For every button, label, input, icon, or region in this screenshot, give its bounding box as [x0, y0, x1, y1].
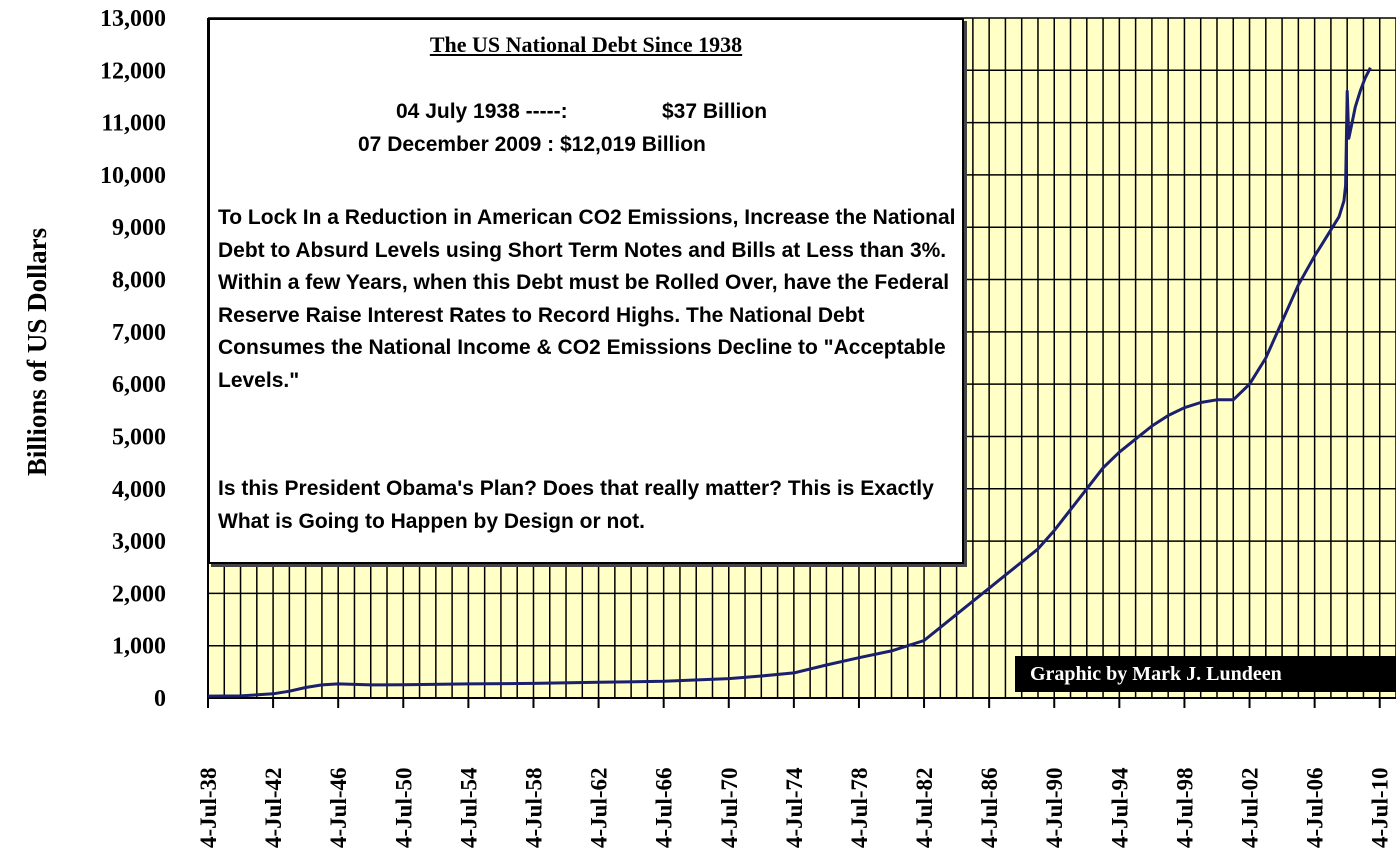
annotation-paragraph-2: Is this President Obama's Plan? Does tha… — [218, 477, 934, 533]
y-tick-label: 5,000 — [112, 424, 166, 450]
y-tick-label: 4,000 — [112, 477, 166, 503]
y-tick-label: 2,000 — [112, 581, 166, 607]
stat-1938-label: 04 July 1938 -----: — [396, 100, 568, 123]
y-axis-ticks: 0 1,000 2,000 3,000 4,000 5,000 6,000 7,000 8,00… — [100, 6, 166, 712]
y-tick-label: 11,000 — [101, 111, 166, 137]
x-tick-label: 4-Jul-54 — [456, 767, 481, 848]
series-line — [207, 67, 1372, 698]
y-tick-label: 9,000 — [112, 215, 166, 241]
x-tick-label: 4-Jul-70 — [717, 768, 742, 849]
y-axis-label: Billions of US Dollars — [22, 228, 52, 476]
annotation-paragraph-1: To Lock In a Reduction in American CO2 E… — [218, 206, 956, 392]
chart-title: The US National Debt Since 1938 — [429, 32, 743, 57]
x-tick-label: 4-Jul-86 — [977, 768, 1002, 848]
credit-badge: Graphic by Mark J. Lundeen — [1015, 656, 1396, 692]
x-tick-label: 4-Jul-42 — [261, 768, 286, 849]
y-tick-label: 7,000 — [112, 320, 166, 346]
y-tick-label: 3,000 — [112, 529, 166, 555]
x-tick-label: 4-Jul-98 — [1172, 768, 1197, 849]
y-tick-label: 10,000 — [100, 163, 166, 189]
x-tick-label: 4-Jul-62 — [587, 768, 612, 849]
x-tick-label: 4-Jul-94 — [1107, 767, 1132, 848]
x-tick-label: 4-Jul-06 — [1303, 768, 1328, 849]
annotation-box: The US National Debt Since 1938 04 July … — [208, 18, 964, 564]
x-tick-label: 4-Jul-78 — [847, 768, 872, 849]
x-tick-label: 4-Jul-74 — [782, 767, 807, 848]
x-tick-label: 4-Jul-38 — [196, 768, 221, 849]
x-tick-label: 4-Jul-82 — [912, 768, 937, 849]
x-axis-ticks: 4-Jul-38 4-Jul-42 4-Jul-46 4-Jul-50 4-Jul-54… — [196, 698, 1393, 848]
x-tick-label: 4-Jul-90 — [1042, 768, 1067, 849]
stat-1938-value: $37 Billion — [662, 100, 768, 123]
x-tick-label: 4-Jul-66 — [652, 768, 677, 849]
y-tick-label: 1,000 — [112, 634, 166, 660]
y-tick-label: 8,000 — [112, 268, 166, 294]
x-tick-label: 4-Jul-10 — [1368, 768, 1393, 849]
x-tick-label: 4-Jul-50 — [391, 768, 416, 849]
y-tick-label: 0 — [154, 686, 166, 712]
x-tick-label: 4-Jul-46 — [326, 768, 351, 849]
y-tick-label: 6,000 — [112, 372, 166, 398]
y-tick-label: 13,000 — [100, 6, 166, 32]
stat-2009: 07 December 2009 : $12,019 Billion — [358, 133, 706, 156]
x-tick-label: 4-Jul-58 — [521, 768, 546, 849]
x-tick-label: 4-Jul-02 — [1238, 768, 1263, 849]
y-tick-label: 12,000 — [100, 58, 166, 84]
